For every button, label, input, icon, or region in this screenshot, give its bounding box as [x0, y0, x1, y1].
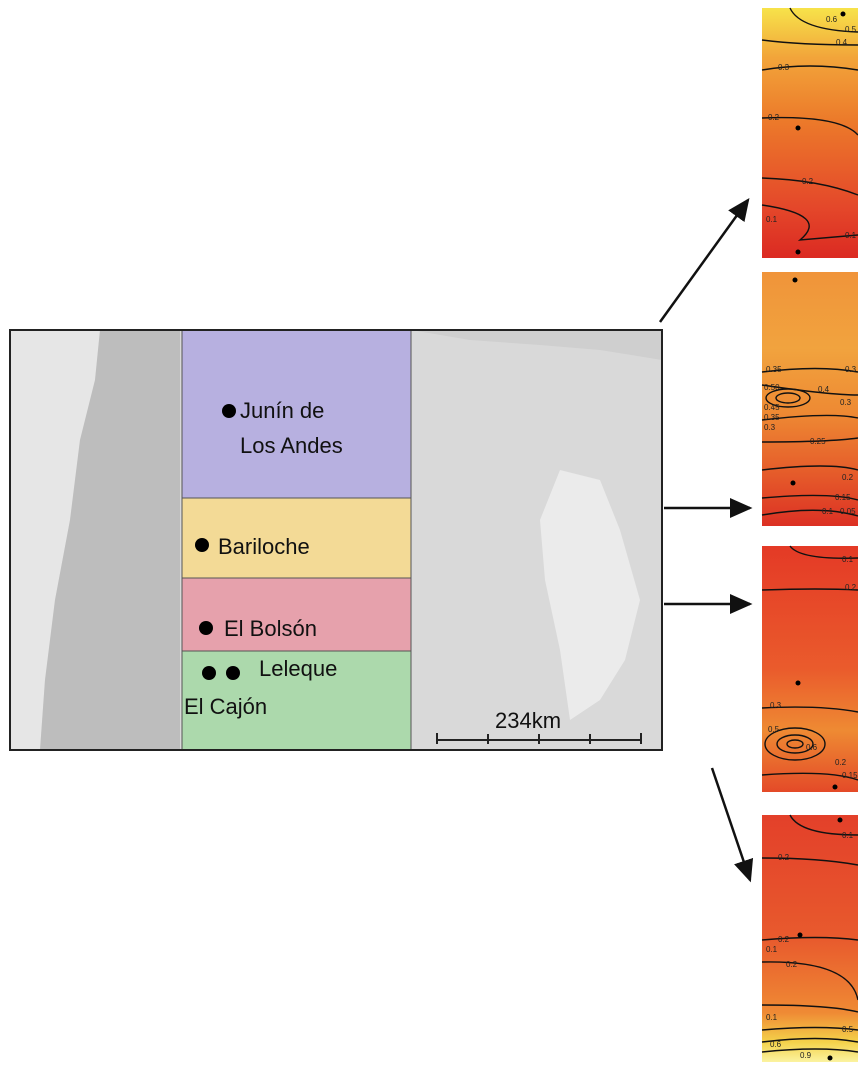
contour-label: 0.50: [764, 383, 780, 392]
page: {"map": { "places": {"junin_1": "Junín d…: [0, 0, 858, 1066]
arrows: [660, 200, 750, 880]
place-label: Bariloche: [218, 534, 310, 559]
contour-label: 0.05: [840, 507, 856, 516]
contour-label: 0.2: [835, 758, 847, 767]
contour-label: 0.1: [842, 831, 854, 840]
place-label: Leleque: [259, 656, 337, 681]
contour-label: 0.25: [810, 437, 826, 446]
scale-label: 234km: [495, 708, 561, 733]
surface-panel: 0.6 0.5 0.4 0.3 0.2 0.2 0.1 0.1: [762, 8, 858, 258]
contour-label: 0.2: [786, 960, 798, 969]
contour-label: 0.9: [800, 1051, 812, 1060]
contour-label: 0.1: [845, 231, 857, 240]
contour-label: 0.6: [806, 743, 818, 752]
contour-label: 0.1: [766, 215, 778, 224]
contour-label: 0.5: [845, 25, 857, 34]
contour-label: 0.1: [842, 555, 854, 564]
contour-label: 0.15: [842, 771, 858, 780]
contour-label: 0.4: [818, 385, 830, 394]
contour-label: 0.1: [766, 1013, 778, 1022]
place-label: Junín de: [240, 398, 324, 423]
place-label: El Bolsón: [224, 616, 317, 641]
place-label: El Cajón: [184, 694, 267, 719]
site-dot: [199, 621, 213, 635]
site-dot: [195, 538, 209, 552]
contour-label: 0.4: [836, 38, 848, 47]
place-label: Los Andes: [240, 433, 343, 458]
contour-label: 0.15: [835, 493, 851, 502]
contour-label: 0.2: [778, 853, 790, 862]
surface-panel: 0.1 0.2 0.3 0.5 0.6 0.2 0.15: [762, 546, 858, 792]
site-dot: [226, 666, 240, 680]
contour-label: 0.3: [770, 701, 782, 710]
contour-label: 0.3: [845, 365, 857, 374]
contour-label: 0.3: [840, 398, 852, 407]
contour-label: 0.2: [778, 935, 790, 944]
contour-label: 0.6: [770, 1040, 782, 1049]
figure: Junín de Los Andes Bariloche El Bolsón L…: [0, 0, 858, 1066]
surface-panel: 0.1 0.2 0.2 0.1 0.2 0.1 0.5 0.6 0.9: [762, 815, 858, 1062]
contour-label: 0.6: [826, 15, 838, 24]
contour-label: 0.45: [764, 403, 780, 412]
contour-label: 0.3: [778, 63, 790, 72]
contour-label: 0.2: [802, 177, 814, 186]
contour-label: 0.2: [768, 113, 780, 122]
contour-label: 0.35: [766, 365, 782, 374]
contour-label: 0.2: [842, 473, 854, 482]
contour-label: 0.5: [842, 1025, 854, 1034]
contour-label: 0.1: [822, 507, 834, 516]
site-dot: [202, 666, 216, 680]
contour-label: 0.1: [766, 945, 778, 954]
contour-label: 0.35: [764, 413, 780, 422]
contour-label: 0.2: [845, 583, 857, 592]
contour-label: 0.3: [764, 423, 776, 432]
surface-panel: 0.35 0.3 0.50 0.4 0.45 0.3 0.35 0.3 0.25…: [762, 272, 858, 526]
contour-label: 0.5: [768, 725, 780, 734]
map: Junín de Los Andes Bariloche El Bolsón L…: [10, 330, 662, 750]
site-dot: [222, 404, 236, 418]
